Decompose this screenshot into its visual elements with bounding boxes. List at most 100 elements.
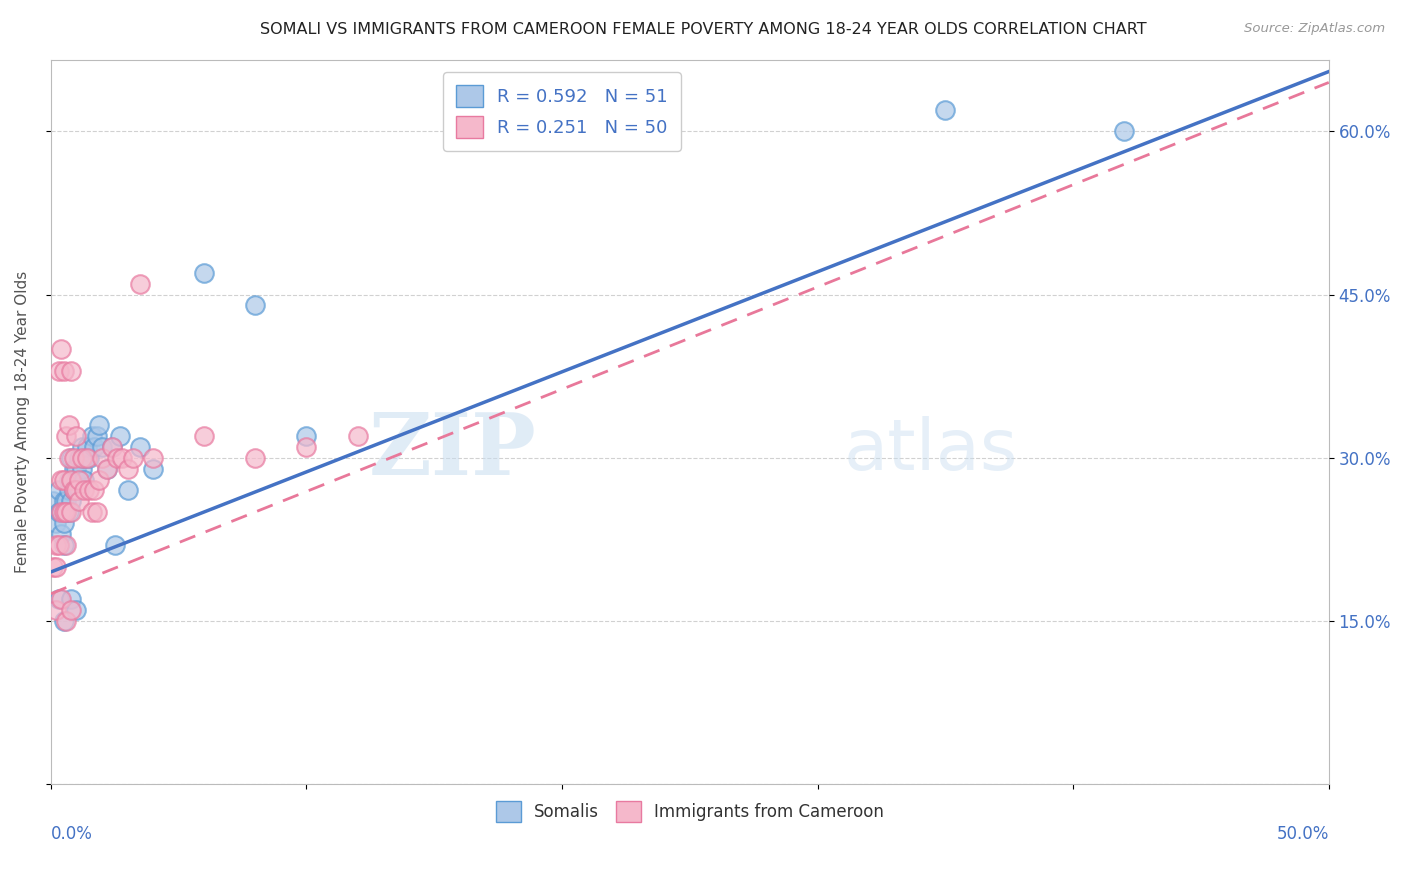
Point: [76, 450, 98, 465]
Point: [49, 473, 72, 487]
Point: [295, 440, 318, 454]
Point: [45, 559, 67, 574]
Point: [52, 505, 75, 519]
Point: [1114, 124, 1136, 138]
Point: [104, 538, 127, 552]
Point: [58, 483, 80, 498]
Point: [65, 429, 87, 443]
Point: [89, 473, 111, 487]
Point: [49, 527, 72, 541]
Point: [52, 473, 75, 487]
Point: [55, 429, 77, 443]
Point: [60, 505, 83, 519]
Point: [96, 461, 118, 475]
Text: 50.0%: 50.0%: [1277, 825, 1329, 844]
Point: [60, 473, 83, 487]
Point: [63, 483, 86, 498]
Point: [48, 483, 70, 498]
Point: [65, 483, 87, 498]
Point: [63, 461, 86, 475]
Point: [129, 277, 152, 291]
Point: [67, 473, 90, 487]
Point: [42, 494, 65, 508]
Point: [346, 429, 368, 443]
Point: [86, 505, 108, 519]
Point: [77, 483, 100, 498]
Point: [121, 450, 143, 465]
Point: [55, 538, 77, 552]
Point: [58, 473, 80, 487]
Point: [91, 440, 114, 454]
Point: [60, 603, 83, 617]
Point: [58, 450, 80, 465]
Text: ZIP: ZIP: [368, 409, 537, 493]
Point: [49, 342, 72, 356]
Point: [86, 429, 108, 443]
Point: [245, 450, 267, 465]
Point: [55, 505, 77, 519]
Point: [48, 505, 70, 519]
Point: [89, 418, 111, 433]
Point: [45, 603, 67, 617]
Point: [65, 473, 87, 487]
Point: [73, 483, 96, 498]
Point: [52, 614, 75, 628]
Point: [101, 440, 124, 454]
Point: [55, 614, 77, 628]
Point: [63, 450, 86, 465]
Point: [49, 592, 72, 607]
Y-axis label: Female Poverty Among 18-24 Year Olds: Female Poverty Among 18-24 Year Olds: [15, 271, 30, 573]
Point: [80, 429, 103, 443]
Point: [58, 418, 80, 433]
Point: [142, 450, 165, 465]
Point: [67, 494, 90, 508]
Text: atlas: atlas: [844, 417, 1018, 485]
Point: [67, 483, 90, 498]
Point: [60, 592, 83, 607]
Point: [295, 429, 318, 443]
Legend: Somalis, Immigrants from Cameroon: Somalis, Immigrants from Cameroon: [488, 793, 893, 830]
Point: [45, 538, 67, 552]
Point: [83, 440, 105, 454]
Point: [117, 483, 139, 498]
Point: [52, 364, 75, 378]
Text: SOMALI VS IMMIGRANTS FROM CAMEROON FEMALE POVERTY AMONG 18-24 YEAR OLDS CORRELAT: SOMALI VS IMMIGRANTS FROM CAMEROON FEMAL…: [260, 22, 1146, 37]
Point: [55, 494, 77, 508]
Point: [80, 505, 103, 519]
Point: [55, 505, 77, 519]
Point: [45, 516, 67, 530]
Point: [142, 461, 165, 475]
Point: [60, 450, 83, 465]
Point: [67, 450, 90, 465]
Point: [91, 450, 114, 465]
Point: [49, 505, 72, 519]
Text: Source: ZipAtlas.com: Source: ZipAtlas.com: [1244, 22, 1385, 36]
Point: [48, 592, 70, 607]
Point: [65, 461, 87, 475]
Point: [48, 364, 70, 378]
Point: [63, 483, 86, 498]
Point: [70, 461, 93, 475]
Point: [101, 440, 124, 454]
Point: [70, 440, 93, 454]
Point: [73, 473, 96, 487]
Point: [49, 505, 72, 519]
Point: [73, 450, 96, 465]
Point: [48, 538, 70, 552]
Point: [83, 483, 105, 498]
Point: [60, 473, 83, 487]
Point: [52, 538, 75, 552]
Point: [42, 559, 65, 574]
Point: [111, 450, 134, 465]
Point: [76, 440, 98, 454]
Point: [77, 450, 100, 465]
Point: [58, 505, 80, 519]
Point: [65, 603, 87, 617]
Point: [52, 516, 75, 530]
Point: [60, 494, 83, 508]
Point: [52, 494, 75, 508]
Point: [934, 103, 956, 117]
Point: [108, 429, 131, 443]
Point: [129, 440, 152, 454]
Point: [105, 450, 128, 465]
